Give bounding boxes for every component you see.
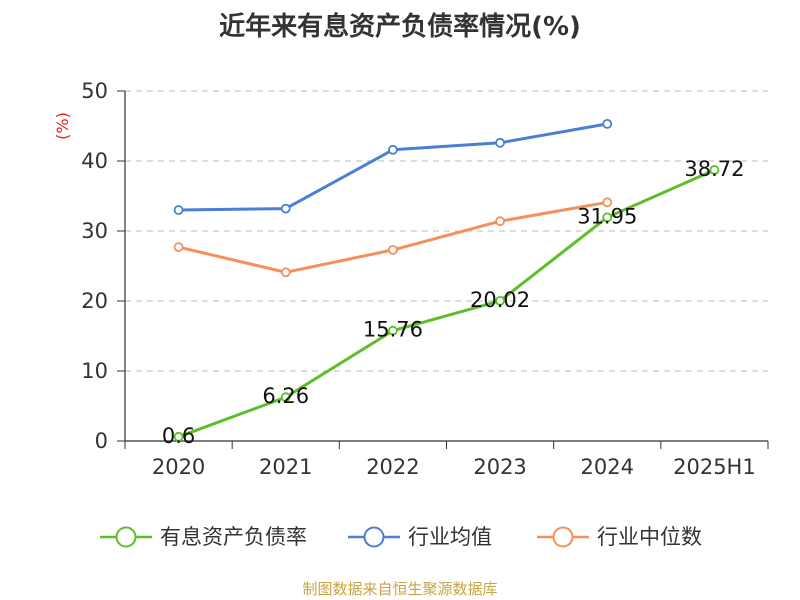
legend-marker [552, 526, 574, 548]
data-point [388, 325, 398, 336]
legend-label: 有息资产负债率 [160, 525, 307, 549]
legend-item: 行业中位数 [537, 525, 702, 549]
data-point [173, 205, 184, 215]
y-tick-label: 0 [95, 429, 108, 453]
series-line [178, 200, 608, 274]
x-tick-label: 2023 [473, 455, 526, 479]
data-source-note: 制图数据来自恒生聚源数据库 [302, 580, 498, 598]
legend-label: 行业均值 [408, 525, 492, 549]
data-point [280, 392, 291, 403]
x-tick-label: 2022 [366, 455, 419, 479]
legend-item: 行业均值 [348, 525, 492, 549]
data-point [495, 216, 505, 227]
data-point [495, 295, 505, 306]
x-tick-label: 2024 [581, 455, 634, 479]
chart-title: 近年来有息资产负债率情况(%) [219, 12, 581, 42]
legend: 有息资产负债率 行业均值 行业中位数 [100, 525, 702, 549]
grid-lines [125, 90, 768, 372]
y-tick-label: 20 [81, 289, 108, 313]
data-label: 6.26 [262, 384, 309, 408]
data-point [602, 197, 613, 208]
data-label: 38.72 [684, 157, 744, 181]
data-label: 15.76 [363, 318, 423, 342]
y-tick-label: 10 [81, 359, 108, 383]
data-point [173, 431, 184, 442]
data-label: 20.02 [470, 288, 530, 312]
legend-label: 行业中位数 [597, 525, 702, 549]
x-tick-label: 2020 [152, 455, 205, 479]
y-tick-label: 50 [81, 79, 108, 103]
data-point [495, 137, 505, 148]
axes: 0 10 20 30 40 50 2020 2021 2022 2023 2024 2025H1 (%) [53, 79, 769, 479]
legend-marker [363, 526, 385, 548]
data-point [602, 212, 613, 223]
data-point [280, 203, 291, 214]
x-tick-label: 2025H1 [673, 455, 756, 479]
y-tick-label: 40 [81, 149, 108, 173]
series-line [178, 168, 716, 439]
data-point [388, 144, 398, 155]
data-point [388, 244, 398, 255]
data-label: 31.95 [577, 204, 637, 228]
data-labels: 0.6 6.26 15.76 20.02 31.95 38.72 [162, 157, 745, 448]
data-point [280, 267, 291, 278]
data-point [709, 165, 720, 175]
y-tick-label: 30 [81, 219, 108, 243]
series-line [178, 122, 608, 212]
legend-marker [115, 526, 137, 548]
data-point [173, 242, 184, 253]
legend-item: 有息资产负债率 [100, 525, 307, 549]
data-point [602, 119, 613, 129]
data-label: 0.6 [162, 424, 195, 448]
x-tick-label: 2021 [259, 455, 312, 479]
series-lines [173, 119, 720, 442]
y-axis-unit-label: (%) [53, 112, 72, 140]
